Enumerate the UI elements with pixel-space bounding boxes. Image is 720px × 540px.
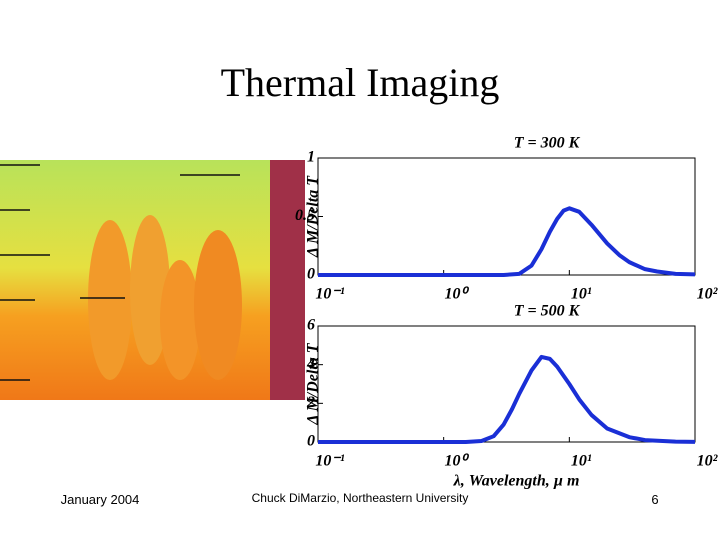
- y-tick-label: 1: [307, 149, 315, 166]
- y-tick-label: 2: [306, 394, 315, 411]
- y-axis-label: Δ M/Delta T: [305, 175, 322, 258]
- data-line: [318, 206, 696, 277]
- plot-frame: [317, 325, 696, 443]
- chart-title: T = 500 K: [514, 303, 581, 320]
- y-tick-label: 0: [307, 433, 315, 450]
- x-axis-label: λ, Wavelength, µ m: [453, 473, 580, 490]
- x-tick-label: 10⁻¹: [315, 453, 344, 470]
- x-tick-label: 10¹: [571, 453, 592, 470]
- page-number: 6: [651, 492, 658, 507]
- x-tick-label: 10⁰: [444, 453, 469, 470]
- x-tick-label: 10²: [697, 453, 719, 470]
- y-tick-label: 6: [307, 317, 315, 334]
- thermal-image: [0, 160, 305, 400]
- x-tick-label: 10⁻¹: [315, 286, 344, 303]
- y-tick-label: 0: [307, 266, 315, 283]
- chart-title: T = 300 K: [514, 135, 581, 152]
- y-axis-label: Δ M/Delta T: [305, 342, 322, 425]
- data-line: [318, 354, 696, 444]
- y-tick-label: 0.5: [295, 207, 315, 224]
- x-tick-label: 10²: [697, 286, 719, 303]
- plot-frame: [317, 157, 696, 276]
- y-tick-label: 4: [306, 355, 315, 372]
- footer-author: Chuck DiMarzio, Northeastern University: [252, 491, 469, 505]
- x-tick-label: 10¹: [571, 286, 592, 303]
- slide-title: Thermal Imaging: [221, 60, 500, 105]
- x-tick-label: 10⁰: [444, 286, 469, 303]
- footer-date: January 2004: [61, 492, 140, 507]
